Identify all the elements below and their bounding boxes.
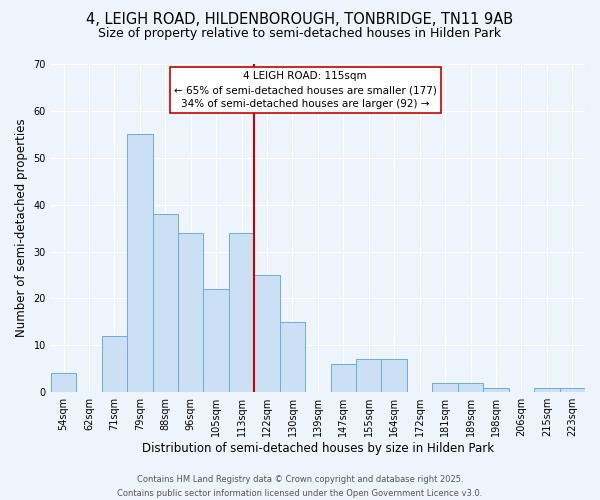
Bar xyxy=(560,388,585,392)
Y-axis label: Number of semi-detached properties: Number of semi-detached properties xyxy=(15,119,28,338)
Text: 4 LEIGH ROAD: 115sqm
← 65% of semi-detached houses are smaller (177)
34% of semi: 4 LEIGH ROAD: 115sqm ← 65% of semi-detac… xyxy=(174,71,437,109)
Bar xyxy=(280,322,305,392)
Bar xyxy=(356,360,382,392)
Bar xyxy=(127,134,152,392)
X-axis label: Distribution of semi-detached houses by size in Hilden Park: Distribution of semi-detached houses by … xyxy=(142,442,494,455)
Bar xyxy=(203,289,229,392)
Text: Size of property relative to semi-detached houses in Hilden Park: Size of property relative to semi-detach… xyxy=(98,28,502,40)
Bar xyxy=(534,388,560,392)
Bar xyxy=(152,214,178,392)
Bar xyxy=(51,374,76,392)
Bar xyxy=(483,388,509,392)
Text: Contains HM Land Registry data © Crown copyright and database right 2025.
Contai: Contains HM Land Registry data © Crown c… xyxy=(118,476,482,498)
Bar xyxy=(178,233,203,392)
Bar xyxy=(433,383,458,392)
Bar xyxy=(382,360,407,392)
Bar xyxy=(331,364,356,392)
Text: 4, LEIGH ROAD, HILDENBOROUGH, TONBRIDGE, TN11 9AB: 4, LEIGH ROAD, HILDENBOROUGH, TONBRIDGE,… xyxy=(86,12,514,28)
Bar xyxy=(254,275,280,392)
Bar xyxy=(458,383,483,392)
Bar xyxy=(229,233,254,392)
Bar xyxy=(101,336,127,392)
